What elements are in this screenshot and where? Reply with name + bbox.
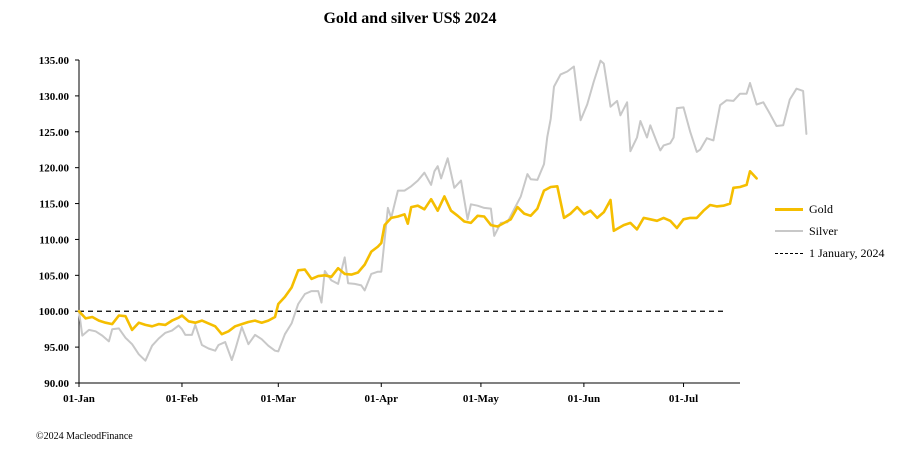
x-tick-label: 01-Feb [166,393,198,405]
legend-item-reference: 1 January, 2024 [775,242,885,264]
series-line-silver [78,59,808,362]
legend-item-silver: Silver [775,220,885,242]
x-tick-label: 01-May [463,393,500,405]
legend-swatch-gold [775,207,803,211]
series-group [77,59,808,362]
legend-swatch-reference [775,252,803,254]
y-tick-label: 120.00 [39,163,70,175]
chart-title: Gold and silver US$ 2024 [323,10,497,27]
x-tick-label: 01-Jun [568,393,600,405]
x-tick-label: 01-Jan [63,393,95,405]
axes: 90.00 95.00 100.00 105.00 110.00 115.00 120.00… [39,55,740,405]
legend-label-gold: Gold [809,201,833,216]
copyright-text: ©2024 MacleodFinance [36,431,133,442]
legend-swatch-silver [775,230,803,232]
y-tick-label: 135.00 [39,55,70,67]
y-tick-label: 100.00 [39,306,70,318]
legend-label-reference: 1 January, 2024 [809,245,885,260]
y-tick-label: 95.00 [44,342,69,354]
y-tick-label: 90.00 [44,378,69,390]
legend-label-silver: Silver [809,223,838,238]
y-tick-label: 105.00 [39,270,70,282]
y-tick-label: 125.00 [39,127,70,139]
y-tick-label: 110.00 [39,234,69,246]
x-tick-label: 01-Jul [669,393,698,405]
legend-item-gold: Gold [775,198,885,220]
legend: Gold Silver 1 January, 2024 [775,198,885,264]
y-tick-label: 115.00 [39,199,69,211]
series-line-gold [77,170,758,336]
x-tick-label: 01-Mar [261,393,297,405]
y-tick-label: 130.00 [39,91,70,103]
x-tick-label: 01-Apr [364,393,398,405]
